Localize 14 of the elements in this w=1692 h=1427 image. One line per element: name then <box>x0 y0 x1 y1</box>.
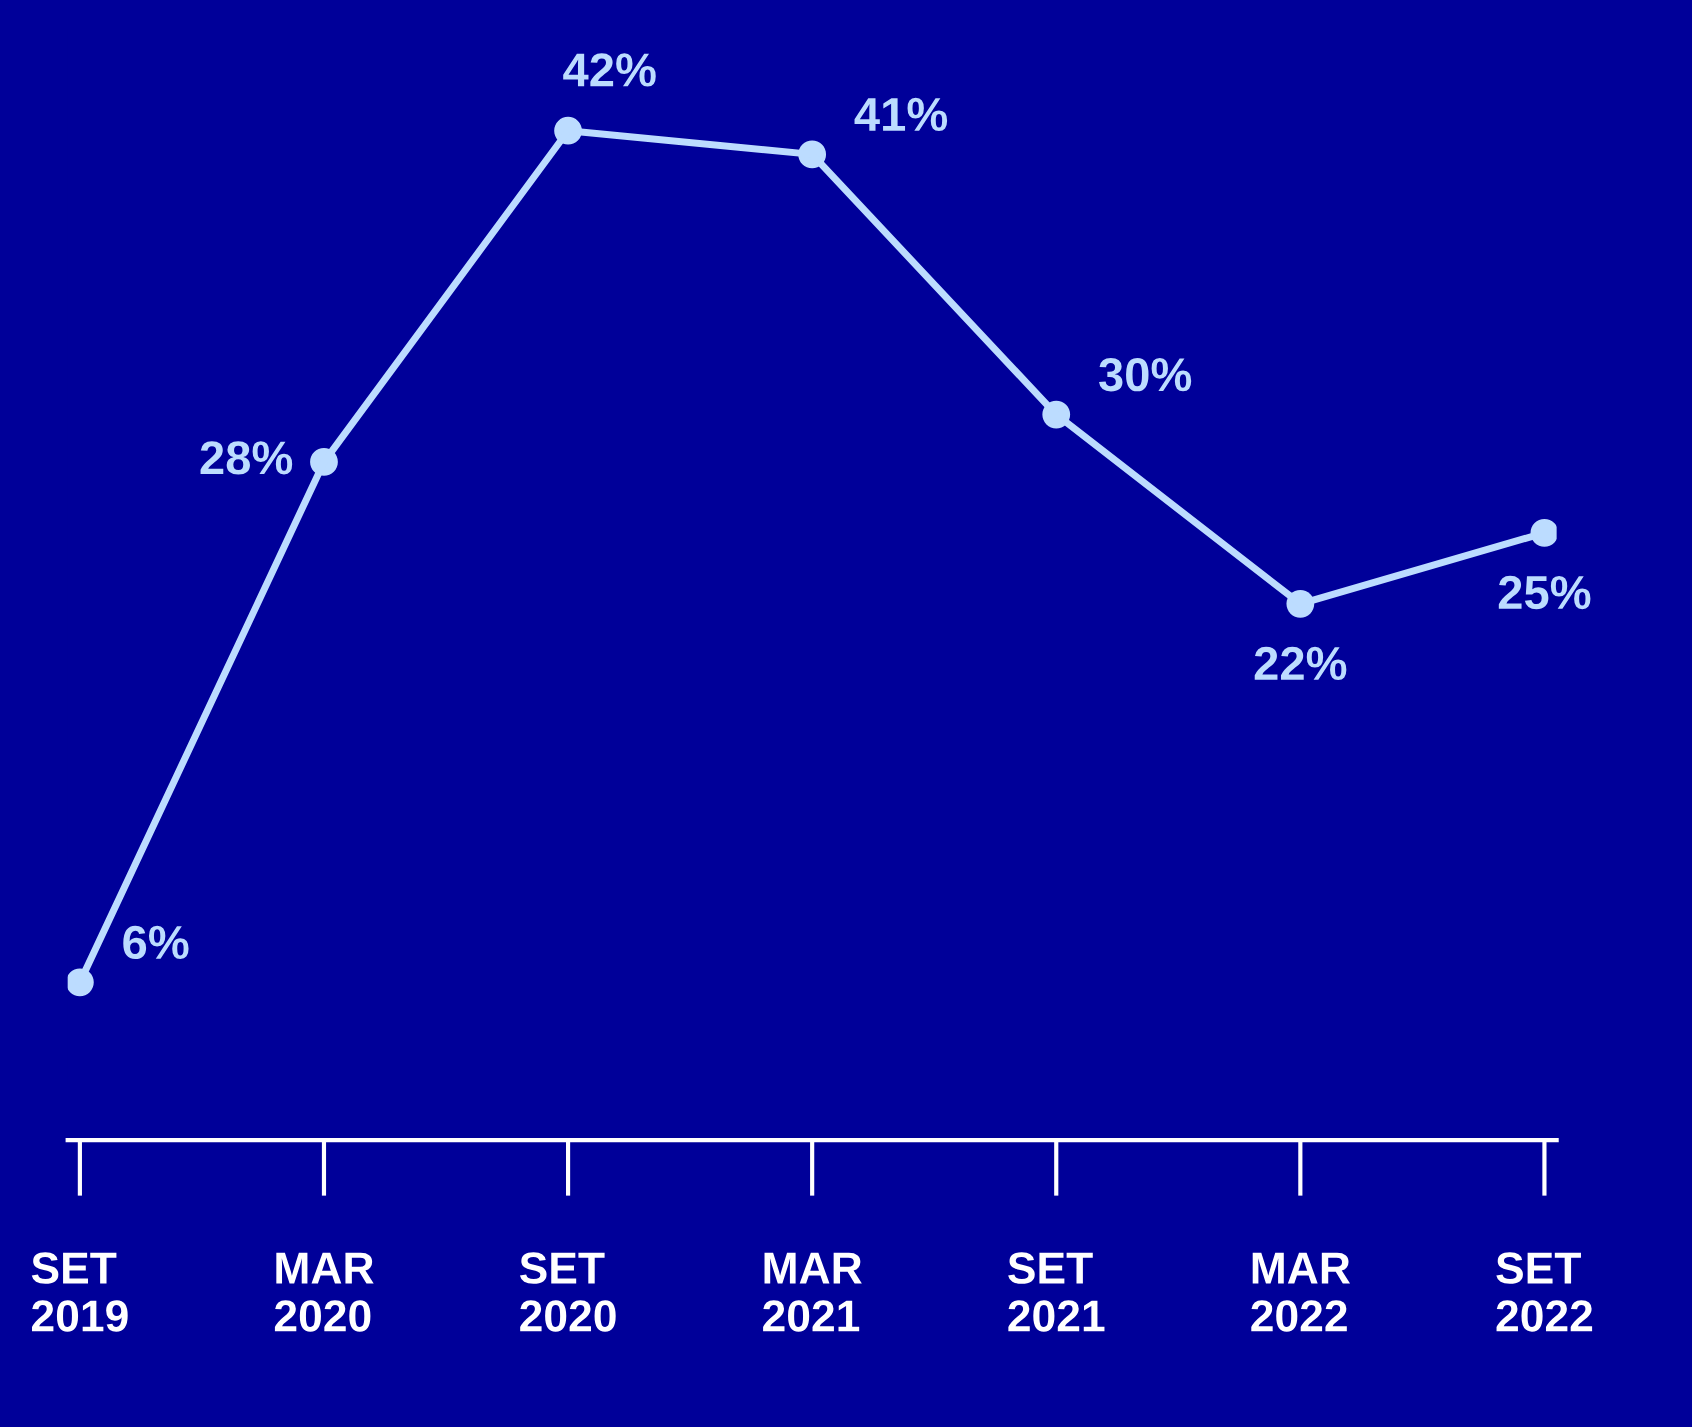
data-label: 22% <box>1254 646 1347 681</box>
x-tick-label: SET 2019 <box>31 1252 128 1332</box>
x-tick-label: SET 2022 <box>1496 1252 1593 1332</box>
data-label: 41% <box>854 97 948 132</box>
x-tick-label: SET 2021 <box>1008 1252 1105 1332</box>
data-label: 28% <box>200 441 293 475</box>
data-label: 6% <box>123 925 189 960</box>
x-tick-label: MAR 2021 <box>763 1252 862 1332</box>
x-tick-label: SET 2020 <box>519 1252 616 1332</box>
x-tick-label: MAR 2020 <box>274 1252 374 1332</box>
x-tick-label: MAR 2022 <box>1251 1252 1351 1332</box>
data-label: 42% <box>563 53 656 87</box>
data-label: 30% <box>1099 357 1192 392</box>
data-label: 25% <box>1498 575 1591 610</box>
